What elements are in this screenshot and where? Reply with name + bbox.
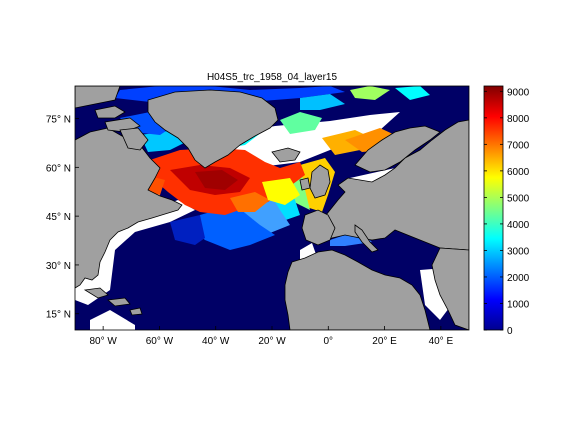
lat-tick-label: 60° N <box>46 163 71 174</box>
lat-tick-label: 30° N <box>46 261 71 272</box>
colorbar-tick-label: 1000 <box>507 299 530 310</box>
lon-tick-label: 40° W <box>202 336 230 347</box>
lat-ticks: 75° N 60° N 45° N 30° N 15° N <box>46 115 79 321</box>
british-isles <box>299 164 331 199</box>
caribbean-islands <box>83 287 143 316</box>
greenland <box>147 89 279 169</box>
baffin-island <box>119 127 149 151</box>
colorbar-tick-label: 0 <box>507 326 513 337</box>
europe <box>317 119 469 251</box>
lat-tick-label: 15° N <box>46 310 71 321</box>
colorbar-tick-label: 8000 <box>507 114 530 125</box>
colorbar: 0 1000 2000 3000 4000 5000 6000 7000 8000 9000 <box>483 85 530 337</box>
north-america <box>75 86 183 289</box>
middle-east <box>431 247 469 330</box>
colorbar-ticks: 0 1000 2000 3000 4000 5000 6000 7000 8000 9000 <box>484 87 530 337</box>
lon-tick-label: 80° W <box>89 336 117 347</box>
lon-tick-label: 40° E <box>429 336 454 347</box>
land-masses <box>75 86 469 330</box>
colorbar-tick-label: 9000 <box>507 87 530 98</box>
map-axes: 80° W 60° W 40° W 20° W 0° 20° E 40° E 75° N 60… <box>46 85 470 347</box>
italy <box>354 224 379 253</box>
lon-tick-label: 0° <box>324 336 334 347</box>
colorbar-tick-label: 3000 <box>507 246 530 257</box>
iceland <box>271 147 301 163</box>
colorbar-tick-label: 4000 <box>507 220 530 231</box>
lon-ticks: 80° W 60° W 40° W 20° W 0° 20° E 40° E <box>89 326 453 347</box>
colorbar-gradient <box>483 85 504 331</box>
colorbar-tick-label: 7000 <box>507 140 530 151</box>
iberia <box>301 209 336 246</box>
colorbar-tick-label: 2000 <box>507 273 530 284</box>
colorbar-tick-label: 6000 <box>507 167 530 178</box>
lat-tick-label: 75° N <box>46 115 71 126</box>
lon-tick-label: 20° E <box>372 336 397 347</box>
lon-tick-label: 20° W <box>258 336 286 347</box>
lon-tick-label: 60° W <box>146 336 174 347</box>
africa <box>284 249 431 330</box>
map-title: H04S5_trc_1958_04_layer15 <box>207 72 338 83</box>
scandinavia <box>354 125 441 173</box>
colorbar-tick-label: 5000 <box>507 193 530 204</box>
lat-tick-label: 45° N <box>46 212 71 223</box>
